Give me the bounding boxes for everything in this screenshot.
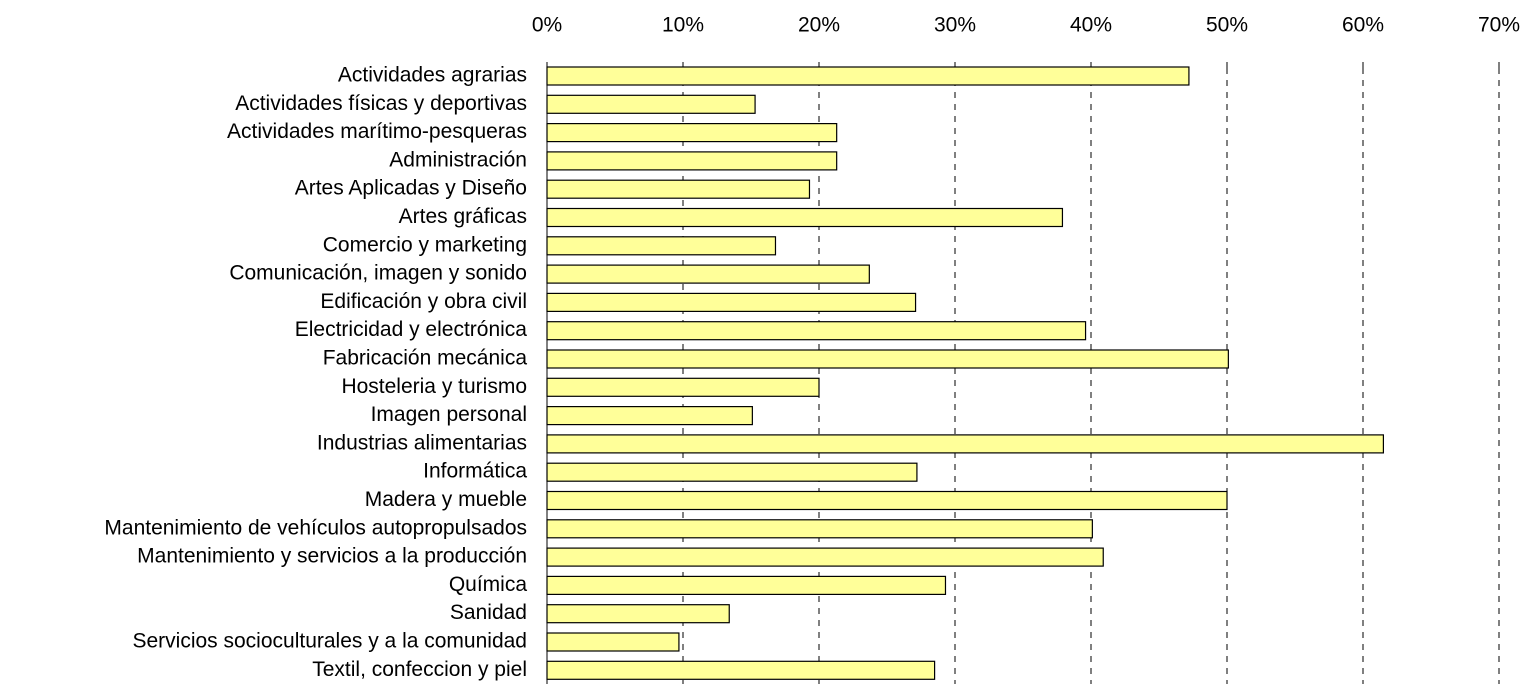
bar [546, 321, 1087, 341]
bar [546, 94, 756, 114]
y-tick-label: Madera y mueble [365, 488, 527, 511]
x-tick-label: 30% [934, 14, 976, 37]
y-tick-label: Mantenimiento de vehículos autopropulsad… [104, 516, 527, 539]
bar [546, 66, 1190, 86]
y-tick-label: Artes Aplicadas y Diseño [295, 177, 527, 200]
y-tick-label: Artes gráficas [399, 205, 527, 228]
bar [546, 632, 680, 652]
x-tick-label: 0% [532, 14, 562, 37]
y-tick-label: Electricidad y electrónica [295, 318, 528, 341]
x-tick-label: 70% [1478, 14, 1520, 37]
y-tick-label: Actividades marítimo-pesqueras [227, 120, 527, 143]
bar [546, 519, 1093, 539]
bar [546, 236, 777, 256]
x-tick-label: 20% [798, 14, 840, 37]
x-tick-label: 50% [1206, 14, 1248, 37]
y-tick-label: Hosteleria y turismo [341, 375, 527, 398]
bar [546, 434, 1385, 454]
bar [546, 660, 936, 680]
y-tick-label: Comunicación, imagen y sonido [229, 262, 527, 285]
y-tick-label: Actividades agrarias [338, 64, 527, 87]
bar [546, 406, 753, 426]
bar [546, 349, 1229, 369]
bar [546, 547, 1104, 567]
y-tick-label: Química [449, 573, 528, 596]
bar [546, 462, 918, 482]
bar [546, 377, 820, 397]
bar [546, 604, 730, 624]
bar [546, 122, 838, 143]
y-tick-label: Fabricación mecánica [323, 347, 528, 370]
x-tick-label: 60% [1342, 14, 1384, 37]
bar [546, 575, 947, 596]
y-tick-label: Administración [389, 148, 527, 171]
y-tick-label: Textil, confeccion y piel [312, 658, 527, 681]
y-tick-label: Industrias alimentarias [317, 431, 527, 454]
y-tick-label: Imagen personal [371, 403, 527, 426]
y-tick-label: Servicios socioculturales y a la comunid… [132, 630, 527, 653]
x-tick-label: 40% [1070, 14, 1112, 37]
y-tick-label: Sanidad [450, 601, 527, 624]
x-tick-label: 10% [662, 14, 704, 37]
bar [546, 207, 1064, 228]
bar [546, 490, 1228, 511]
y-tick-label: Comercio y marketing [323, 233, 527, 256]
y-tick-label: Actividades físicas y deportivas [235, 92, 527, 115]
bar [546, 264, 870, 284]
y-tick-label: Edificación y obra civil [320, 290, 527, 313]
bar [546, 179, 811, 199]
y-tick-label: Mantenimiento y servicios a la producció… [137, 545, 527, 568]
bar [546, 151, 838, 171]
bar [546, 292, 917, 312]
y-tick-label: Informática [423, 460, 527, 483]
